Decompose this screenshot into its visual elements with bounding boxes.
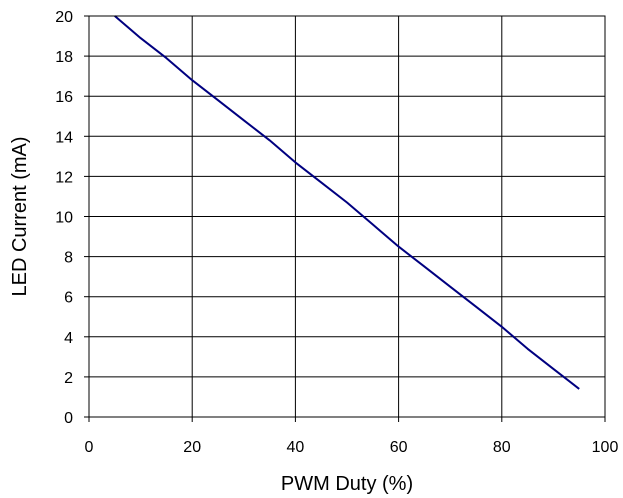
series-layer — [114, 15, 580, 390]
y-tick-label: 2 — [64, 370, 73, 387]
y-tick-label: 4 — [64, 330, 73, 347]
y-tick-label: 6 — [64, 290, 73, 307]
y-tick-label: 0 — [64, 410, 73, 427]
x-tick-label: 60 — [390, 439, 408, 456]
x-tick-label: 100 — [592, 439, 619, 456]
x-axis-title: PWM Duty (%) — [281, 473, 413, 495]
y-tick-label: 14 — [55, 129, 73, 146]
y-tick-label: 8 — [64, 250, 73, 267]
y-tick-label: 20 — [55, 9, 73, 26]
y-tick-label: 12 — [55, 169, 73, 186]
y-axis-title: LED Current (mA) — [9, 136, 31, 296]
grid — [89, 16, 605, 417]
x-tick-label: 0 — [85, 439, 94, 456]
y-axis-ticks: 0 2 4 6 8 10 12 14 16 18 20 — [55, 9, 89, 427]
y-tick-label: 16 — [55, 89, 73, 106]
x-tick-label: 80 — [493, 439, 511, 456]
y-tick-label: 10 — [55, 210, 73, 227]
series-line — [114, 15, 580, 390]
x-tick-label: 20 — [183, 439, 201, 456]
x-axis-ticks: 0 20 40 60 80 100 — [85, 417, 619, 456]
x-tick-label: 40 — [287, 439, 305, 456]
y-tick-label: 18 — [55, 49, 73, 66]
